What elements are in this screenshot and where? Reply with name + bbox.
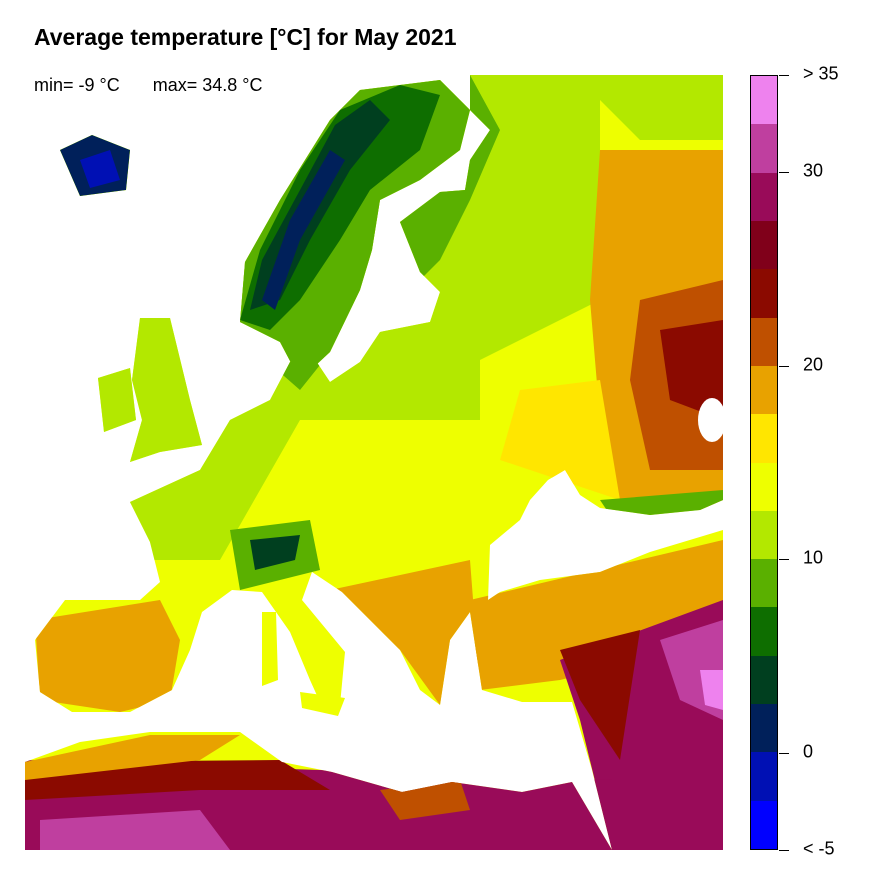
legend-tick xyxy=(779,75,789,76)
legend-tick-label: > 35 xyxy=(803,63,839,84)
legend-tick xyxy=(779,850,789,851)
legend-bin xyxy=(751,220,777,270)
legend-bin xyxy=(751,607,777,656)
legend-bin xyxy=(751,462,777,511)
legend-tick-label: 0 xyxy=(803,741,814,762)
legend-bin xyxy=(751,559,777,608)
legend-bin xyxy=(751,269,777,318)
legend-bin xyxy=(751,76,777,125)
caspian-sea xyxy=(698,398,726,442)
min-value: min= -9 °C xyxy=(34,75,120,95)
legend-tick xyxy=(779,753,789,755)
legend-bin xyxy=(751,124,777,173)
legend-tick-label: 30 xyxy=(803,160,824,181)
min-max-stats: min= -9 °C max= 34.8 °C xyxy=(34,75,291,96)
land-temperature-fill xyxy=(25,75,723,850)
legend-bin xyxy=(751,172,777,221)
legend-bin xyxy=(751,800,777,849)
legend-tick xyxy=(779,365,789,367)
legend-tick xyxy=(779,171,789,173)
legend-tick xyxy=(779,559,789,561)
legend-tick-label: < -5 xyxy=(803,838,835,859)
legend-bin xyxy=(751,365,777,415)
legend-tick-label: 20 xyxy=(803,354,824,375)
legend-tick-label: 10 xyxy=(803,547,824,568)
legend-bin xyxy=(751,414,777,463)
legend-bin xyxy=(751,752,777,801)
legend-bin xyxy=(751,510,777,560)
map-title: Average temperature [°C] for May 2021 xyxy=(34,24,457,50)
color-legend xyxy=(750,75,778,850)
legend-bin xyxy=(751,655,777,705)
max-value: max= 34.8 °C xyxy=(152,75,263,95)
legend-bin xyxy=(751,704,777,753)
legend-bin xyxy=(751,317,777,366)
